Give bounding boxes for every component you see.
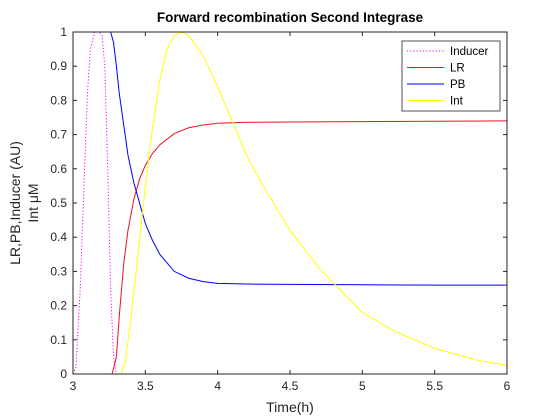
y-tick-label: 0.6	[50, 162, 67, 176]
legend-label-int: Int	[450, 96, 464, 108]
y-tick-label: 0.8	[50, 93, 67, 107]
y-tick-label: 0.1	[50, 333, 67, 347]
x-tick-label: 3	[70, 379, 77, 393]
series-line-pb	[73, 31, 507, 286]
legend-label-inducer: Inducer	[450, 46, 489, 58]
y-axis-label-line-1: LR,PB,Inducer (AU)	[7, 141, 23, 265]
y-tick-label: 0	[60, 367, 67, 381]
legend: Inducer LR PB Int	[401, 40, 501, 112]
y-tick-label: 0.5	[50, 196, 67, 210]
x-axis-label: Time(h)	[266, 399, 314, 415]
x-tick-label: 6	[504, 379, 511, 393]
y-axis-label-line-2: Int μM	[25, 183, 41, 222]
series-layer	[72, 31, 508, 375]
chart-title: Forward recombination Second Integrase	[157, 10, 424, 25]
y-tick-label: 0.3	[50, 264, 67, 278]
y-tick-label: 0.7	[50, 128, 67, 142]
legend-label-pb: PB	[450, 79, 466, 91]
y-tick-label: 0.2	[50, 299, 67, 313]
y-tick-label: 0.9	[50, 59, 67, 73]
legend-box	[401, 40, 501, 112]
x-tick-label: 5	[359, 379, 366, 393]
series-line-inducer	[72, 31, 507, 375]
series-line-int	[73, 31, 508, 375]
y-tick-label: 0.4	[50, 230, 67, 244]
x-tick-label: 3.5	[137, 379, 154, 393]
x-tick-label: 4	[214, 379, 221, 393]
x-tick-label: 4.5	[282, 379, 299, 393]
series-line-lr	[73, 120, 508, 375]
legend-label-lr: LR	[450, 63, 465, 75]
ticks-layer: 3 3.5 4 4.5 5 5.5 6 0 0.1 0.2 0.3 0.4 0.5 0.6 0.7 0.8 0.…	[50, 25, 510, 393]
y-tick-label: 1	[60, 25, 67, 39]
x-tick-label: 5.5	[426, 379, 443, 393]
